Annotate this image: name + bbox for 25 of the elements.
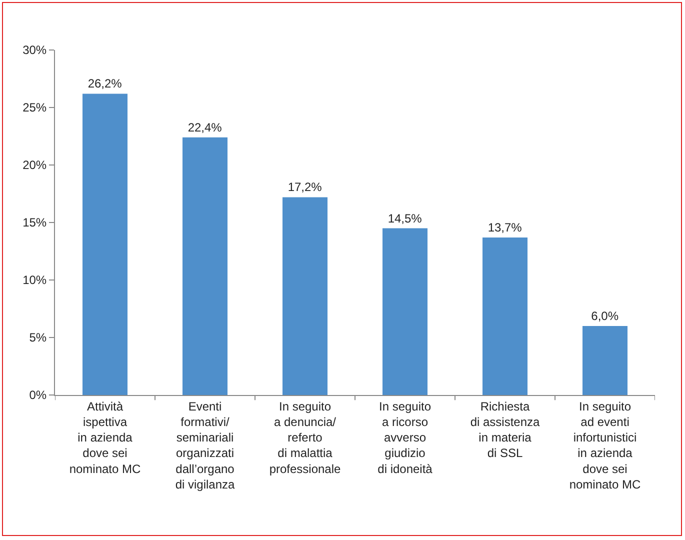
y-tick-label: 10% [22,273,47,288]
bar [182,137,228,395]
bar [282,197,328,395]
data-label: 6,0% [591,309,619,323]
y-tick-label: 25% [22,100,47,115]
data-label: 13,7% [488,220,522,234]
bar [582,326,628,395]
y-tick-label: 15% [22,216,47,230]
data-label: 14,5% [388,211,422,226]
x-tick-label: In seguito ad eventi infortunistici in azienda dove sei nominato MC [569,399,642,492]
y-tick-label: 20% [22,158,47,172]
y-tick-label: 5% [29,330,47,345]
data-label: 26,2% [88,76,122,91]
bar [82,94,128,395]
y-tick-label: 0% [29,388,47,402]
x-tick-label: In seguito a denuncia/ referto di malattia professionale [269,399,342,476]
bar [482,237,528,395]
x-tick-label: In seguito a ricorso avverso giudizio di idoneità [378,399,433,476]
data-label: 17,2% [288,180,322,194]
x-tick-label: Attività ispettiva in azienda dove sei nominato MC [69,399,142,476]
bar [382,228,428,395]
x-tick-label: Eventi formativi/ seminariali organizzati dall’organo di vigilanza [175,399,236,492]
y-tick-label: 30% [22,43,47,58]
data-label: 22,4% [188,120,222,134]
x-tick-label: Richiesta di assistenza in materia di SSL [470,399,540,460]
